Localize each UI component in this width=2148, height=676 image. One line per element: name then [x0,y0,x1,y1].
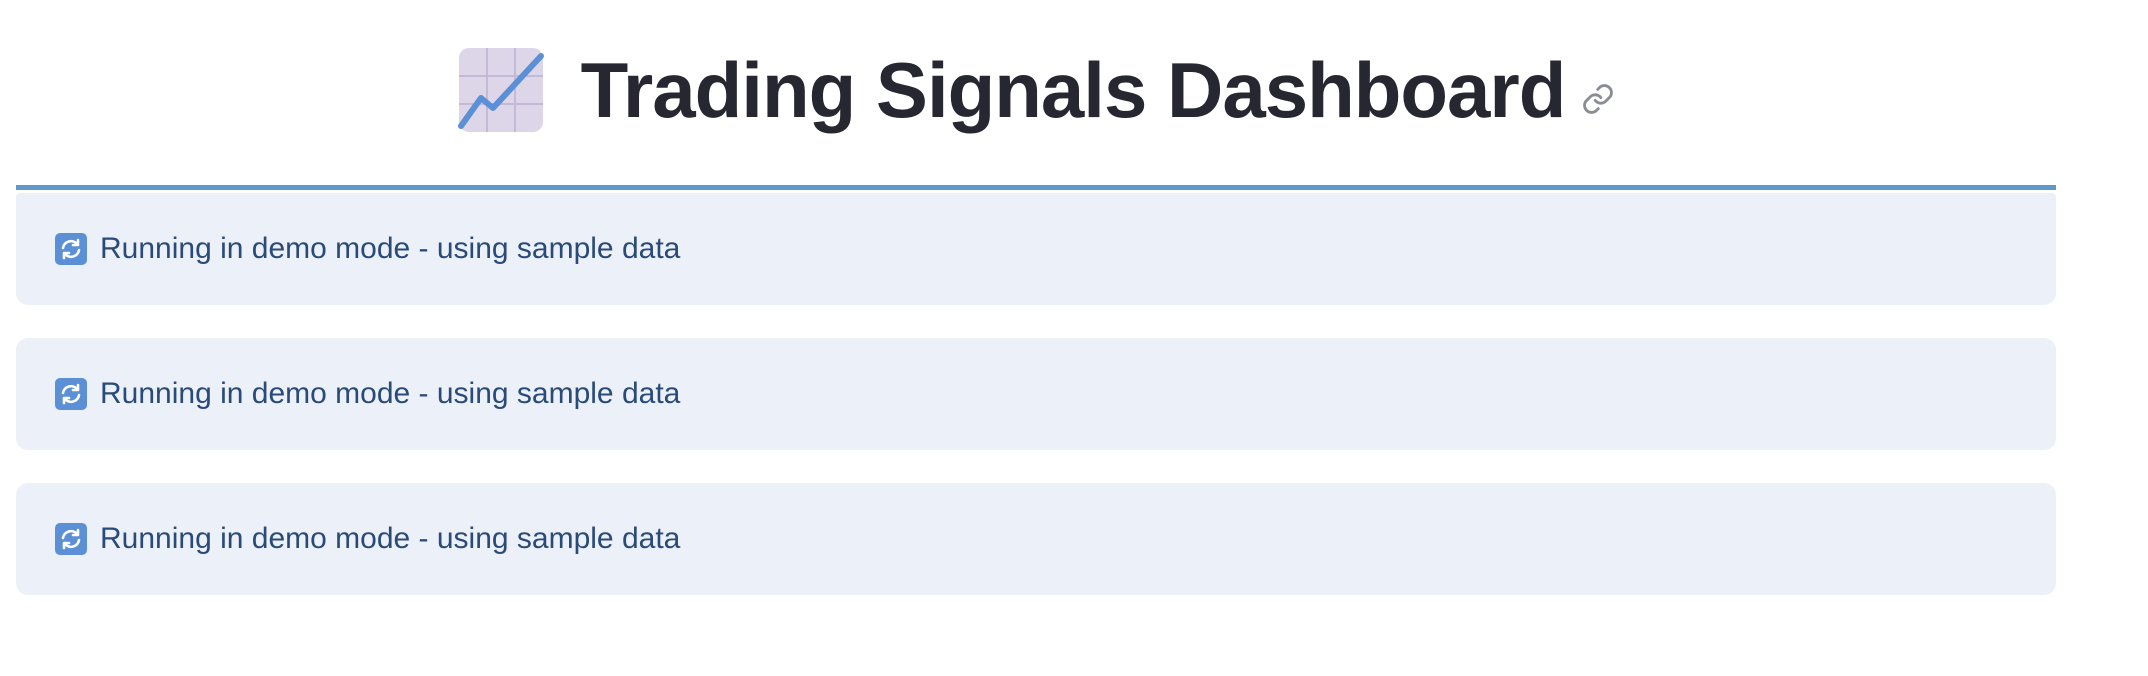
arrows-refresh-icon [55,523,87,555]
info-alert: Running in demo mode - using sample data [16,193,2056,305]
alert-message: Running in demo mode - using sample data [100,377,681,410]
info-alert: Running in demo mode - using sample data [16,338,2056,450]
header-divider [16,185,2056,190]
alert-message: Running in demo mode - using sample data [100,522,681,555]
arrows-refresh-icon [55,233,87,265]
page-title: Trading Signals Dashboard [580,46,1567,134]
link-icon[interactable] [1581,82,1615,116]
info-alert: Running in demo mode - using sample data [16,483,2056,595]
alert-message: Running in demo mode - using sample data [100,232,681,265]
page-header: Trading Signals Dashboard [16,40,2056,140]
arrows-refresh-icon [55,378,87,410]
chart-increasing-icon [457,48,544,132]
